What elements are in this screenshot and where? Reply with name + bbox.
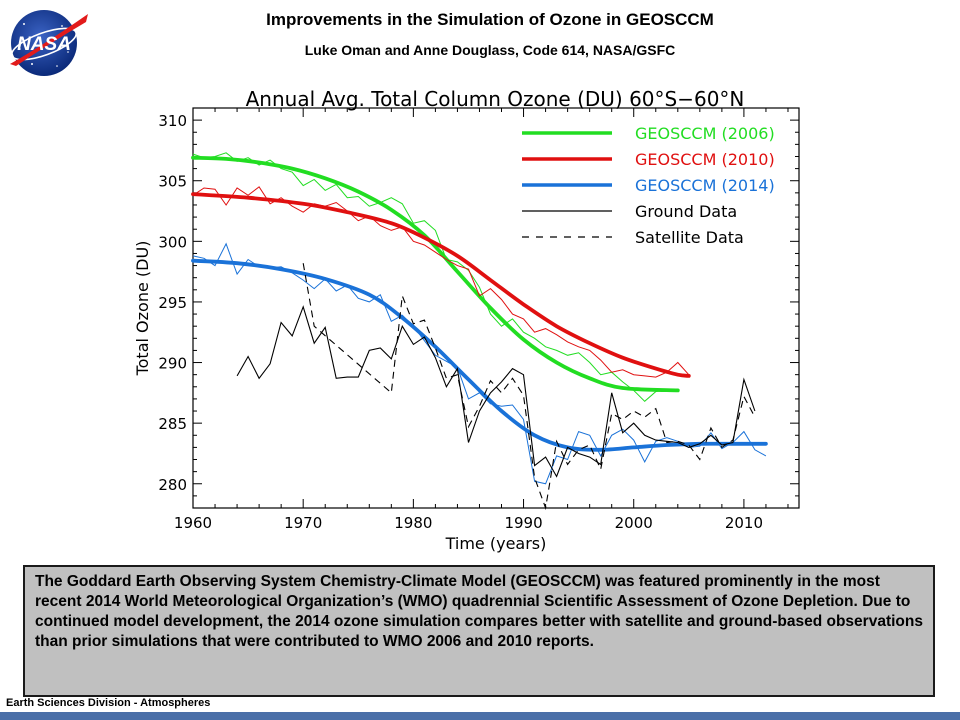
footer-accent-bar [0, 712, 960, 720]
series-geosccm-2014 [191, 242, 768, 485]
y-tick-label: 285 [158, 415, 187, 433]
footer-text: Earth Sciences Division - Atmospheres [6, 697, 211, 709]
x-tick-label: 1980 [394, 514, 432, 532]
y-tick-label: 305 [158, 173, 187, 191]
logo-text: NASA [17, 34, 71, 55]
slide-title: Improvements in the Simulation of Ozone … [266, 10, 714, 29]
series-fit-geosccm-2006 [191, 155, 680, 393]
x-tick-label: 1970 [284, 514, 322, 532]
x-tick-label: 1960 [174, 514, 212, 532]
series-ground-data [236, 305, 756, 478]
y-tick-label: 310 [158, 112, 187, 130]
legend-label: GEOSCCM (2010) [635, 150, 775, 169]
series-fit-geosccm-2014 [191, 258, 768, 452]
x-axis-label: Time (years) [445, 534, 547, 553]
y-axis: 280 285 290 295 300 305 310 [158, 107, 799, 509]
legend-label: GEOSCCM (2006) [635, 124, 775, 143]
series-line-geosccm-2006 [192, 152, 678, 402]
x-tick-label: 2000 [615, 514, 653, 532]
series-fit-geosccm-2010 [191, 192, 691, 378]
legend-label: Satellite Data [635, 228, 744, 247]
x-tick-label: 1990 [504, 514, 542, 532]
legend-label: Ground Data [635, 202, 737, 221]
nasa-logo: NASA [10, 10, 88, 76]
y-axis-label: Total Ozone (DU) [133, 241, 152, 377]
y-tick-label: 295 [158, 294, 187, 312]
chart-title: Annual Avg. Total Column Ozone (DU) 60°S… [246, 87, 745, 111]
series-layer [191, 152, 768, 511]
x-tick-label: 2010 [725, 514, 763, 532]
caption-text: The Goddard Earth Observing System Chemi… [35, 573, 923, 651]
series-satellite-data [302, 263, 756, 511]
y-tick-label: 280 [158, 476, 187, 494]
slide-subtitle: Luke Oman and Anne Douglass, Code 614, N… [304, 42, 676, 58]
ozone-line-chart: Annual Avg. Total Column Ozone (DU) 60°S… [133, 87, 800, 553]
series-line-geosccm-2010 [192, 186, 690, 378]
x-axis: 1960 1970 1980 1990 2000 2010 [174, 108, 789, 532]
series-geosccm-2006 [191, 152, 680, 402]
series-geosccm-2010 [191, 186, 691, 378]
legend-label: GEOSCCM (2014) [635, 176, 775, 195]
series-line-satellite-data [302, 263, 756, 511]
series-line-geosccm-2014 [192, 242, 767, 485]
legend: GEOSCCM (2006) GEOSCCM (2010) GEOSCCM (201… [522, 124, 775, 247]
series-line-ground-data [236, 305, 756, 478]
caption-box: The Goddard Earth Observing System Chemi… [23, 565, 935, 697]
y-tick-label: 290 [158, 355, 187, 373]
plot-frame [192, 107, 800, 509]
y-tick-label: 300 [158, 233, 187, 251]
